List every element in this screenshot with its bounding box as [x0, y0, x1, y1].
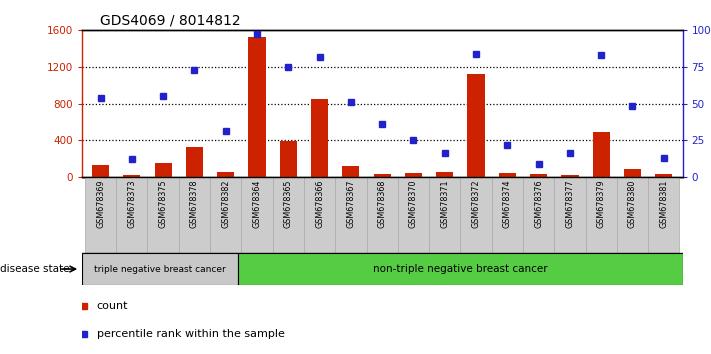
Text: GSM678380: GSM678380 [628, 179, 637, 228]
Text: GSM678377: GSM678377 [565, 179, 574, 228]
Bar [304, 177, 335, 253]
Bar [342, 166, 360, 177]
Bar [429, 177, 461, 253]
Text: GSM678367: GSM678367 [346, 179, 356, 228]
Text: GSM678371: GSM678371 [440, 179, 449, 228]
Bar [467, 74, 485, 177]
Text: GSM678376: GSM678376 [534, 179, 543, 228]
Text: GSM678372: GSM678372 [471, 179, 481, 228]
Text: GSM678373: GSM678373 [127, 179, 137, 228]
Bar [116, 177, 147, 253]
Bar [272, 177, 304, 253]
Bar [405, 173, 422, 177]
Text: non-triple negative breast cancer: non-triple negative breast cancer [373, 264, 547, 274]
Bar [373, 174, 391, 177]
Bar [555, 177, 586, 253]
Bar [178, 177, 210, 253]
Bar [498, 173, 516, 177]
Bar [85, 177, 116, 253]
Bar [398, 177, 429, 253]
Text: GSM678370: GSM678370 [409, 179, 418, 228]
Bar [92, 165, 109, 177]
Text: percentile rank within the sample: percentile rank within the sample [97, 330, 284, 339]
Bar [241, 177, 272, 253]
Bar [335, 177, 366, 253]
Bar [655, 174, 673, 177]
Bar [147, 177, 178, 253]
Bar [217, 172, 235, 177]
Text: GSM678381: GSM678381 [659, 179, 668, 228]
Bar [82, 253, 238, 285]
Text: GSM678369: GSM678369 [96, 179, 105, 228]
Bar [461, 177, 492, 253]
Text: triple negative breast cancer: triple negative breast cancer [94, 264, 226, 274]
Bar [617, 177, 648, 253]
Bar [210, 177, 241, 253]
Bar [530, 174, 547, 177]
Text: GSM678382: GSM678382 [221, 179, 230, 228]
Bar [624, 169, 641, 177]
Bar [561, 175, 579, 177]
Bar [586, 177, 617, 253]
Text: GSM678364: GSM678364 [252, 179, 262, 228]
Text: GSM678368: GSM678368 [378, 179, 387, 228]
Bar [279, 141, 297, 177]
Text: GSM678375: GSM678375 [159, 179, 168, 228]
Text: GSM678365: GSM678365 [284, 179, 293, 228]
Bar [186, 147, 203, 177]
Bar [492, 177, 523, 253]
Bar [311, 99, 328, 177]
Bar [248, 36, 266, 177]
Bar [154, 163, 172, 177]
Bar [366, 177, 398, 253]
Bar [123, 175, 141, 177]
Bar [592, 132, 610, 177]
Text: GSM678379: GSM678379 [597, 179, 606, 228]
Text: GSM678378: GSM678378 [190, 179, 199, 228]
Text: GSM678366: GSM678366 [315, 179, 324, 228]
Bar [238, 253, 683, 285]
Bar [648, 177, 680, 253]
Bar [523, 177, 555, 253]
Bar [436, 172, 454, 177]
Text: count: count [97, 301, 128, 311]
Text: GDS4069 / 8014812: GDS4069 / 8014812 [100, 13, 240, 28]
Text: GSM678374: GSM678374 [503, 179, 512, 228]
Text: disease state: disease state [0, 264, 70, 274]
